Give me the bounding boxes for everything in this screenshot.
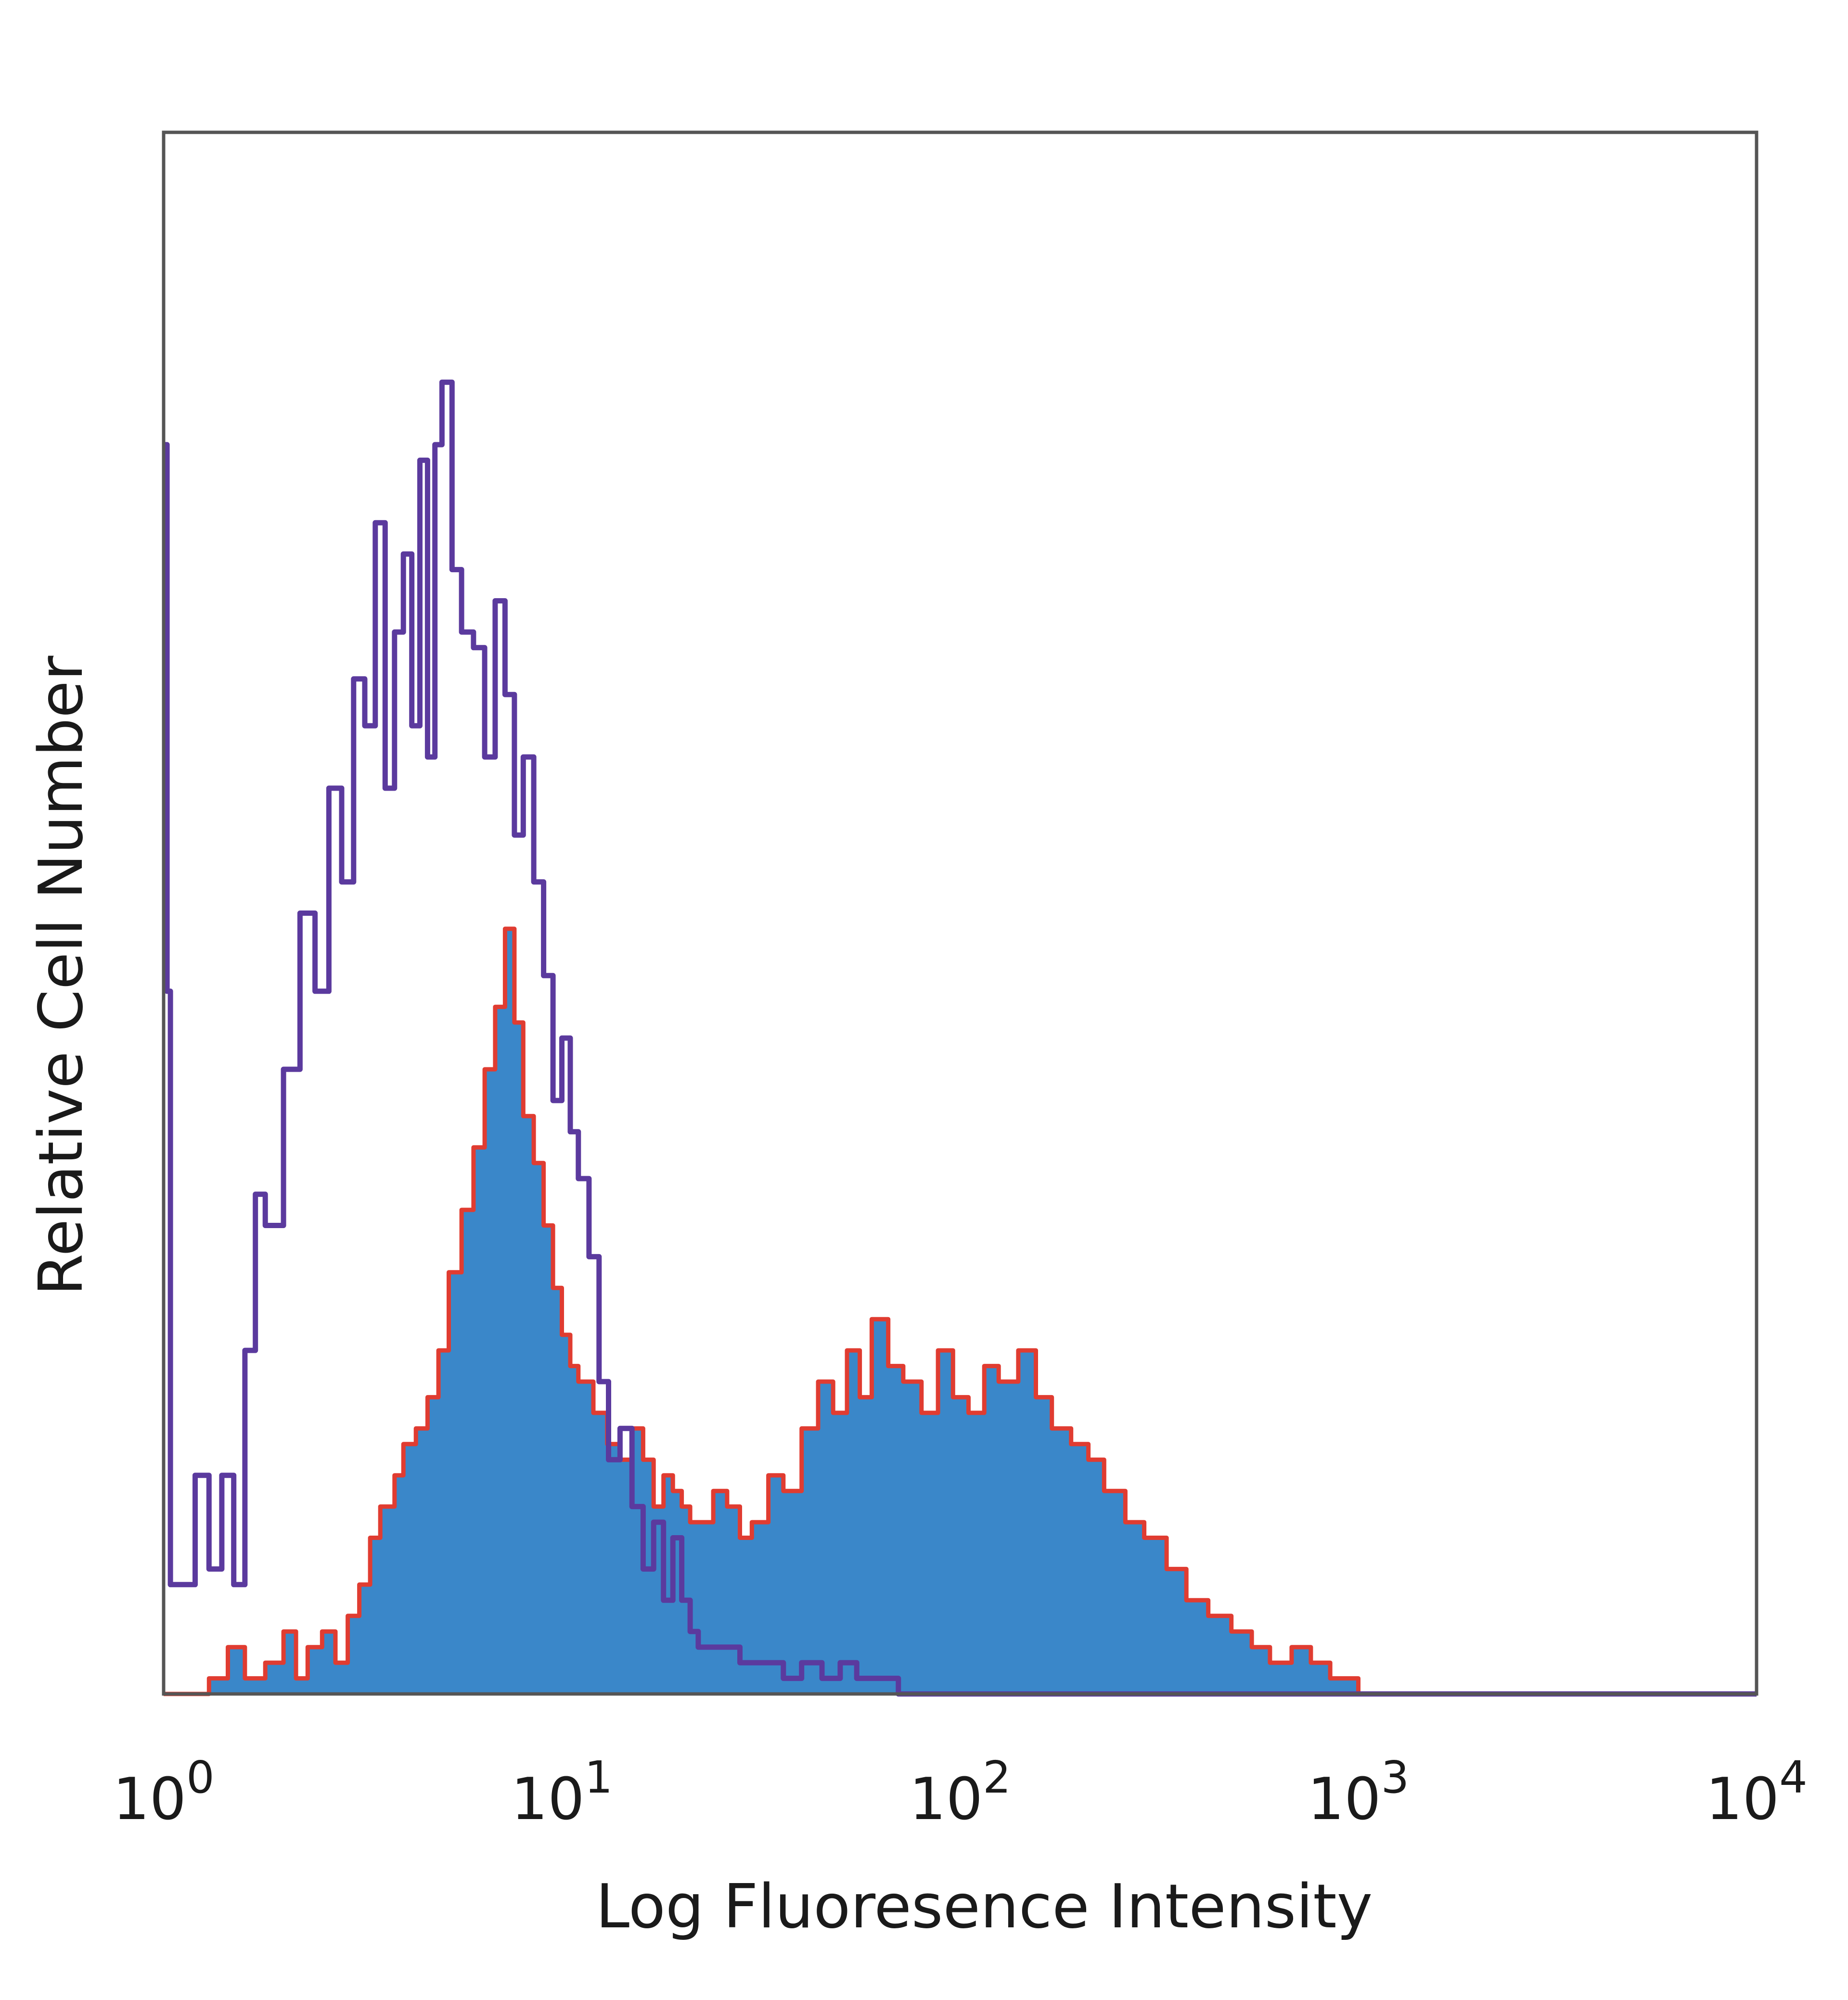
histogram-series-0-outline <box>164 379 1757 1697</box>
y-axis-title: Relative Cell Number <box>26 655 96 1295</box>
x-tick-label-1: 101 <box>511 1752 613 1833</box>
x-axis-ticks: 100 101 102 103 104 <box>113 1752 1807 1833</box>
plot-area <box>164 379 1757 1697</box>
x-tick-label-2: 102 <box>909 1752 1011 1833</box>
plot-frame <box>162 130 1758 1696</box>
histogram-series-1-fill <box>164 929 1757 1694</box>
x-tick-label-3: 103 <box>1308 1752 1409 1833</box>
histogram-series-1-edge <box>164 926 1757 1696</box>
x-axis-title: Log Fluoresence Intensity <box>596 1871 1373 1942</box>
x-tick-label-0: 100 <box>113 1752 214 1833</box>
x-tick-label-4: 104 <box>1706 1752 1807 1833</box>
